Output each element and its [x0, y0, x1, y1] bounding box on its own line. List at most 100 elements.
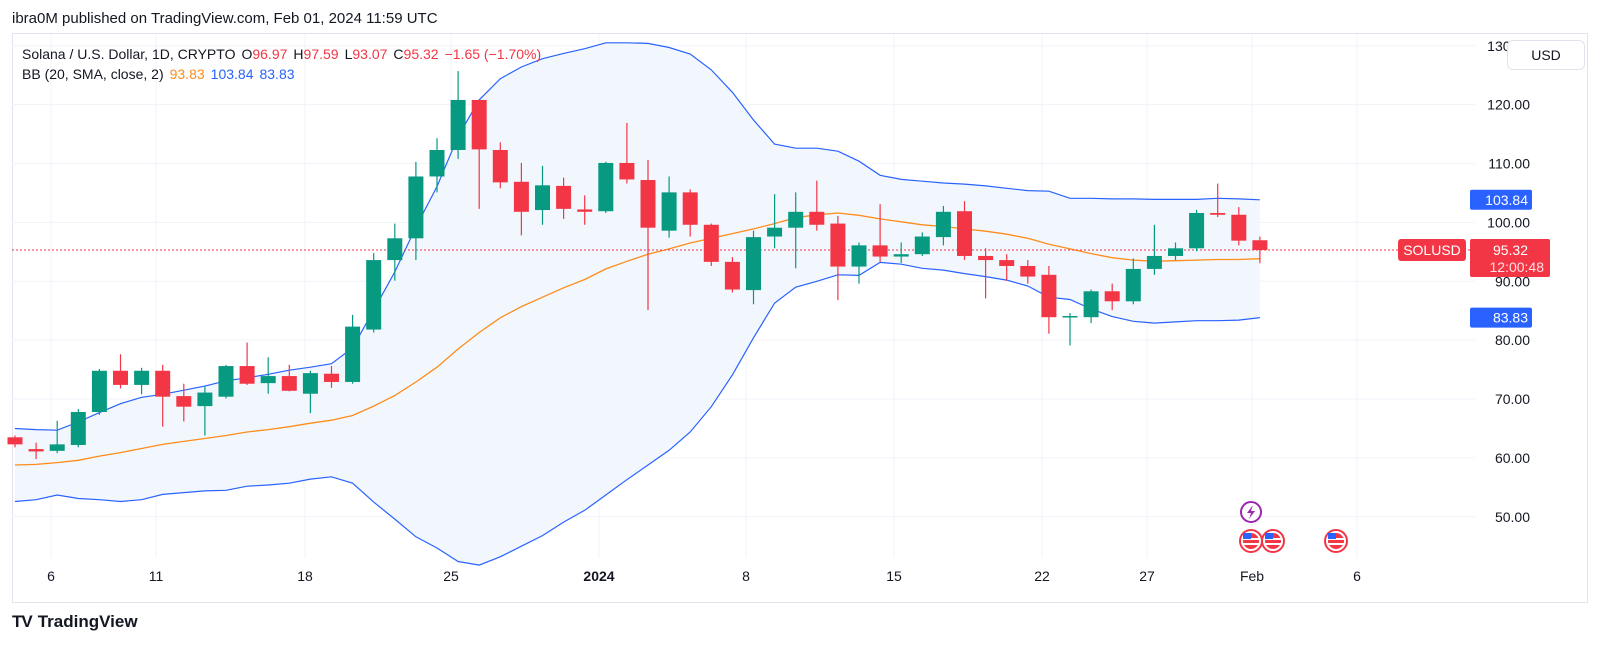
candle-body: [598, 162, 614, 212]
candle: [767, 194, 783, 249]
candle-body: [429, 149, 445, 177]
publication-line: ibra0M published on TradingView.com, Feb…: [12, 10, 438, 27]
y-tick-label: 120.00: [1487, 97, 1530, 113]
candle: [1083, 289, 1099, 324]
us-flag-event-icon: [1261, 529, 1285, 553]
tradingview-logo-icon: TV: [12, 612, 33, 631]
candle: [619, 122, 635, 184]
candle-body: [640, 180, 656, 228]
legend-close: 95.32: [403, 46, 439, 62]
currency-button[interactable]: USD: [1507, 40, 1585, 70]
countdown-tag: 12:00:48: [1490, 259, 1545, 275]
symbol-tag: SOLUSD: [1403, 242, 1461, 258]
candle: [999, 254, 1015, 281]
y-tick-label: 70.00: [1495, 391, 1530, 407]
candle: [281, 364, 297, 392]
candle-body: [49, 444, 65, 451]
candle-body: [345, 326, 361, 382]
candle: [91, 369, 107, 415]
y-tick-label: 60.00: [1495, 450, 1530, 466]
candle: [851, 242, 867, 284]
y-tick-label: 90.00: [1495, 273, 1530, 289]
candle-body: [281, 376, 297, 391]
candle: [1020, 260, 1036, 284]
us-flag-event-icon: [1239, 529, 1263, 553]
legend-low: 93.07: [352, 46, 388, 62]
candle: [661, 176, 677, 238]
candle-body: [788, 211, 804, 228]
candle-body: [978, 255, 994, 261]
bollinger-band-fill: [15, 42, 1260, 566]
candle: [260, 357, 276, 394]
candle: [598, 161, 614, 213]
upper-price-tag-bg: [1470, 189, 1532, 210]
y-tick-label: 100.00: [1487, 214, 1530, 230]
candle-body: [387, 238, 403, 261]
candle-body: [830, 223, 846, 267]
candle: [387, 223, 403, 281]
candle-body: [218, 366, 234, 397]
candle-body: [28, 449, 44, 452]
candle-body: [324, 373, 339, 382]
lightning-event-icon: [1240, 501, 1262, 523]
chart-frame: [12, 33, 1588, 603]
candle: [556, 177, 572, 219]
candle: [1146, 224, 1162, 275]
candle: [218, 364, 234, 399]
candle-body: [893, 254, 909, 257]
candle: [978, 248, 994, 299]
candle: [1252, 236, 1268, 264]
candle-body: [513, 181, 529, 212]
candle: [577, 195, 593, 225]
candle: [134, 367, 150, 395]
candle: [1041, 265, 1057, 334]
candle: [830, 215, 846, 301]
candle-body: [703, 224, 719, 262]
candle: [535, 165, 550, 225]
candle: [155, 364, 171, 427]
candle-body: [239, 366, 255, 384]
candle-body: [113, 370, 128, 385]
candle-body: [767, 227, 783, 237]
candle-body: [724, 261, 740, 290]
bollinger-basis-line: [14, 212, 1260, 466]
candles: [7, 71, 1268, 460]
candle-body: [134, 370, 150, 385]
candle-body: [957, 211, 972, 256]
candle-body: [1252, 240, 1268, 250]
x-tick-label: 18: [297, 568, 313, 584]
candle-body: [682, 192, 698, 225]
chart-legend: Solana / U.S. Dollar, 1D, CRYPTO O96.97 H9…: [22, 44, 541, 84]
candle-body: [366, 260, 382, 330]
candle: [724, 257, 740, 293]
candle: [7, 435, 23, 448]
y-tick-label: 80.00: [1495, 332, 1530, 348]
candle: [302, 370, 318, 414]
legend-open-label: O: [241, 46, 253, 62]
x-tick-label: 15: [886, 568, 902, 584]
legend-low-label: L: [344, 46, 353, 62]
candle-body: [809, 211, 825, 225]
candle: [176, 383, 192, 422]
candle: [366, 253, 382, 333]
candle: [746, 230, 761, 305]
upper-price-tag: 103.84: [1485, 192, 1528, 208]
x-tick-label: 6: [1353, 568, 1361, 584]
legend-symbol-row: Solana / U.S. Dollar, 1D, CRYPTO O96.97 H9…: [22, 44, 541, 64]
x-tick-label: 27: [1139, 568, 1155, 584]
candle: [957, 201, 972, 261]
legend-symbol: Solana / U.S. Dollar, 1D, CRYPTO: [22, 46, 236, 62]
candle-body: [577, 209, 593, 212]
candle-body: [851, 245, 867, 267]
lower-price-tag: 83.83: [1493, 310, 1528, 326]
candle: [1231, 207, 1247, 246]
candle: [1168, 242, 1183, 261]
legend-bb-mid: 93.83: [169, 66, 205, 82]
candle: [1210, 183, 1226, 218]
x-tick-label: 8: [742, 568, 750, 584]
x-tick-label: 22: [1034, 568, 1050, 584]
candle-body: [999, 260, 1015, 266]
candle: [408, 161, 424, 261]
candle: [682, 189, 698, 237]
